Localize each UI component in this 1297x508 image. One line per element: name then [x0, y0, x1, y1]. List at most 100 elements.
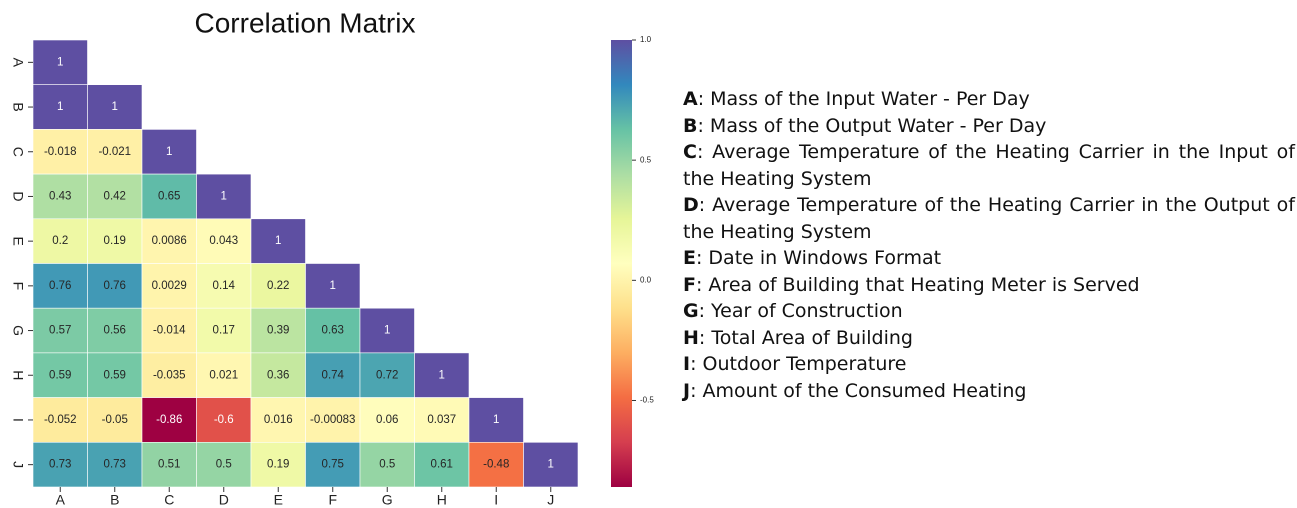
x-tick-label: D [219, 492, 229, 508]
heatmap-cell [87, 129, 143, 175]
heatmap-cell [87, 218, 143, 264]
cell-label: 1 [493, 414, 499, 426]
cell-label: -0.86 [156, 414, 182, 426]
heatmap-cell [250, 218, 306, 264]
heatmap-cell [468, 441, 524, 488]
cell-label: 0.043 [209, 235, 238, 247]
note-key: H [683, 326, 699, 349]
note-text: : Outdoor Temperature [690, 353, 907, 375]
note: J: Amount of the Consumed Heating [683, 378, 1295, 405]
colorbar-tick-label: 0.0 [640, 275, 652, 284]
y-tick-label: B [10, 102, 26, 111]
cell-label: -0.6 [214, 414, 234, 426]
note-key: J [683, 379, 691, 402]
heatmap-cell [305, 307, 361, 354]
cell-label: 0.14 [213, 280, 236, 292]
heatmap-cell [250, 441, 306, 488]
heatmap-cell [359, 397, 415, 443]
cell-label: 0.73 [104, 459, 126, 471]
note-text: : Mass of the Output Water - Per Day [697, 114, 1047, 137]
cell-label: 0.75 [322, 459, 344, 471]
x-tick-label: F [328, 492, 337, 508]
cell-label: 0.42 [104, 190, 126, 202]
cell-label: 1 [439, 369, 445, 381]
cell-label: 0.5 [216, 459, 232, 471]
cell-label: 1 [57, 101, 63, 113]
note: G: Year of Construction [683, 298, 1295, 325]
heatmap-cell [32, 39, 88, 86]
note-key: C [683, 141, 697, 163]
heatmap-cell [87, 263, 143, 309]
y-tick-label: F [10, 282, 26, 291]
heatmap-cell [359, 352, 415, 398]
note-text: : Area of Building that Heating Meter is… [695, 273, 1140, 296]
cell-label: 0.59 [104, 369, 126, 381]
note-text: : Year of Construction [698, 300, 903, 322]
note-text: : Total Area of Building [698, 326, 913, 349]
cell-label: 0.5 [379, 459, 395, 471]
cell-label: -0.48 [483, 459, 509, 471]
y-tick-label: D [10, 191, 26, 201]
chart: Correlation Matrix 1 1 1 -0.018 -0.021 1 0.43 0… [10, 7, 654, 508]
note-key: A [683, 88, 698, 110]
colorbar [611, 40, 632, 487]
cell-label: 1 [330, 280, 336, 292]
heatmap-cell [196, 307, 252, 354]
heatmap-cell [141, 397, 197, 443]
cell-label: 0.76 [104, 280, 126, 292]
cell-label: 0.51 [158, 459, 180, 471]
heatmap-cell [87, 307, 143, 354]
x-tick-label: H [437, 492, 447, 508]
heatmap-cell [414, 441, 470, 488]
heatmap-cell [32, 129, 88, 175]
cell-label: 0.39 [267, 325, 289, 337]
heatmap-cell [87, 397, 143, 443]
heatmap-cell [196, 397, 252, 443]
cell-label: 0.72 [376, 369, 398, 381]
note: D: Average Temperature of the Heating Ca… [683, 192, 1295, 245]
cell-label: 0.06 [376, 414, 398, 426]
y-tick-label: C [10, 147, 26, 157]
y-tick-label: E [10, 236, 26, 245]
x-tick-label: B [110, 492, 119, 508]
heatmap-cell [87, 84, 143, 130]
heatmap-cell [196, 173, 252, 220]
heatmap-cell [141, 218, 197, 264]
heatmap-cell [87, 173, 143, 220]
y-tick-label: H [10, 370, 26, 380]
note-text: : Date in Windows Format [695, 247, 942, 269]
cell-label: -0.00083 [310, 414, 355, 426]
note-text: : Mass of the Input Water - Per Day [697, 88, 1030, 110]
x-tick-label: I [494, 492, 498, 508]
cell-label: 1 [112, 101, 118, 113]
note-key: G [683, 300, 699, 322]
heatmap-cell [359, 307, 415, 354]
note-key: B [683, 114, 698, 137]
note: E: Date in Windows Format [683, 245, 1295, 272]
x-tick-label: G [382, 492, 393, 508]
heatmap-cell [141, 263, 197, 309]
cell-label: 0.36 [267, 369, 289, 381]
cell-label: 0.59 [49, 369, 71, 381]
cell-label: 0.57 [49, 325, 71, 337]
chart-title: Correlation Matrix [195, 7, 416, 38]
note: C: Average Temperature of the Heating Ca… [683, 139, 1295, 192]
heatmap-cell [196, 263, 252, 309]
heatmap-cell [523, 441, 579, 488]
cell-label: 0.22 [267, 280, 289, 292]
cell-label: 0.56 [104, 325, 126, 337]
cell-label: -0.018 [44, 146, 77, 158]
note-key: I [683, 353, 691, 375]
cell-label: 0.63 [322, 325, 344, 337]
cell-label: 0.0086 [152, 235, 187, 247]
heatmap-cell [250, 263, 306, 309]
heatmap-cell [32, 441, 88, 488]
cell-label: 0.73 [49, 459, 71, 471]
cell-label: -0.05 [102, 414, 128, 426]
cell-label: 0.61 [431, 459, 453, 471]
cell-label: 0.016 [264, 414, 293, 426]
cell-label: 1 [548, 459, 554, 471]
note: H: Total Area of Building [683, 325, 1295, 352]
y-tick-label: J [10, 461, 26, 468]
cell-label: 0.19 [267, 459, 289, 471]
